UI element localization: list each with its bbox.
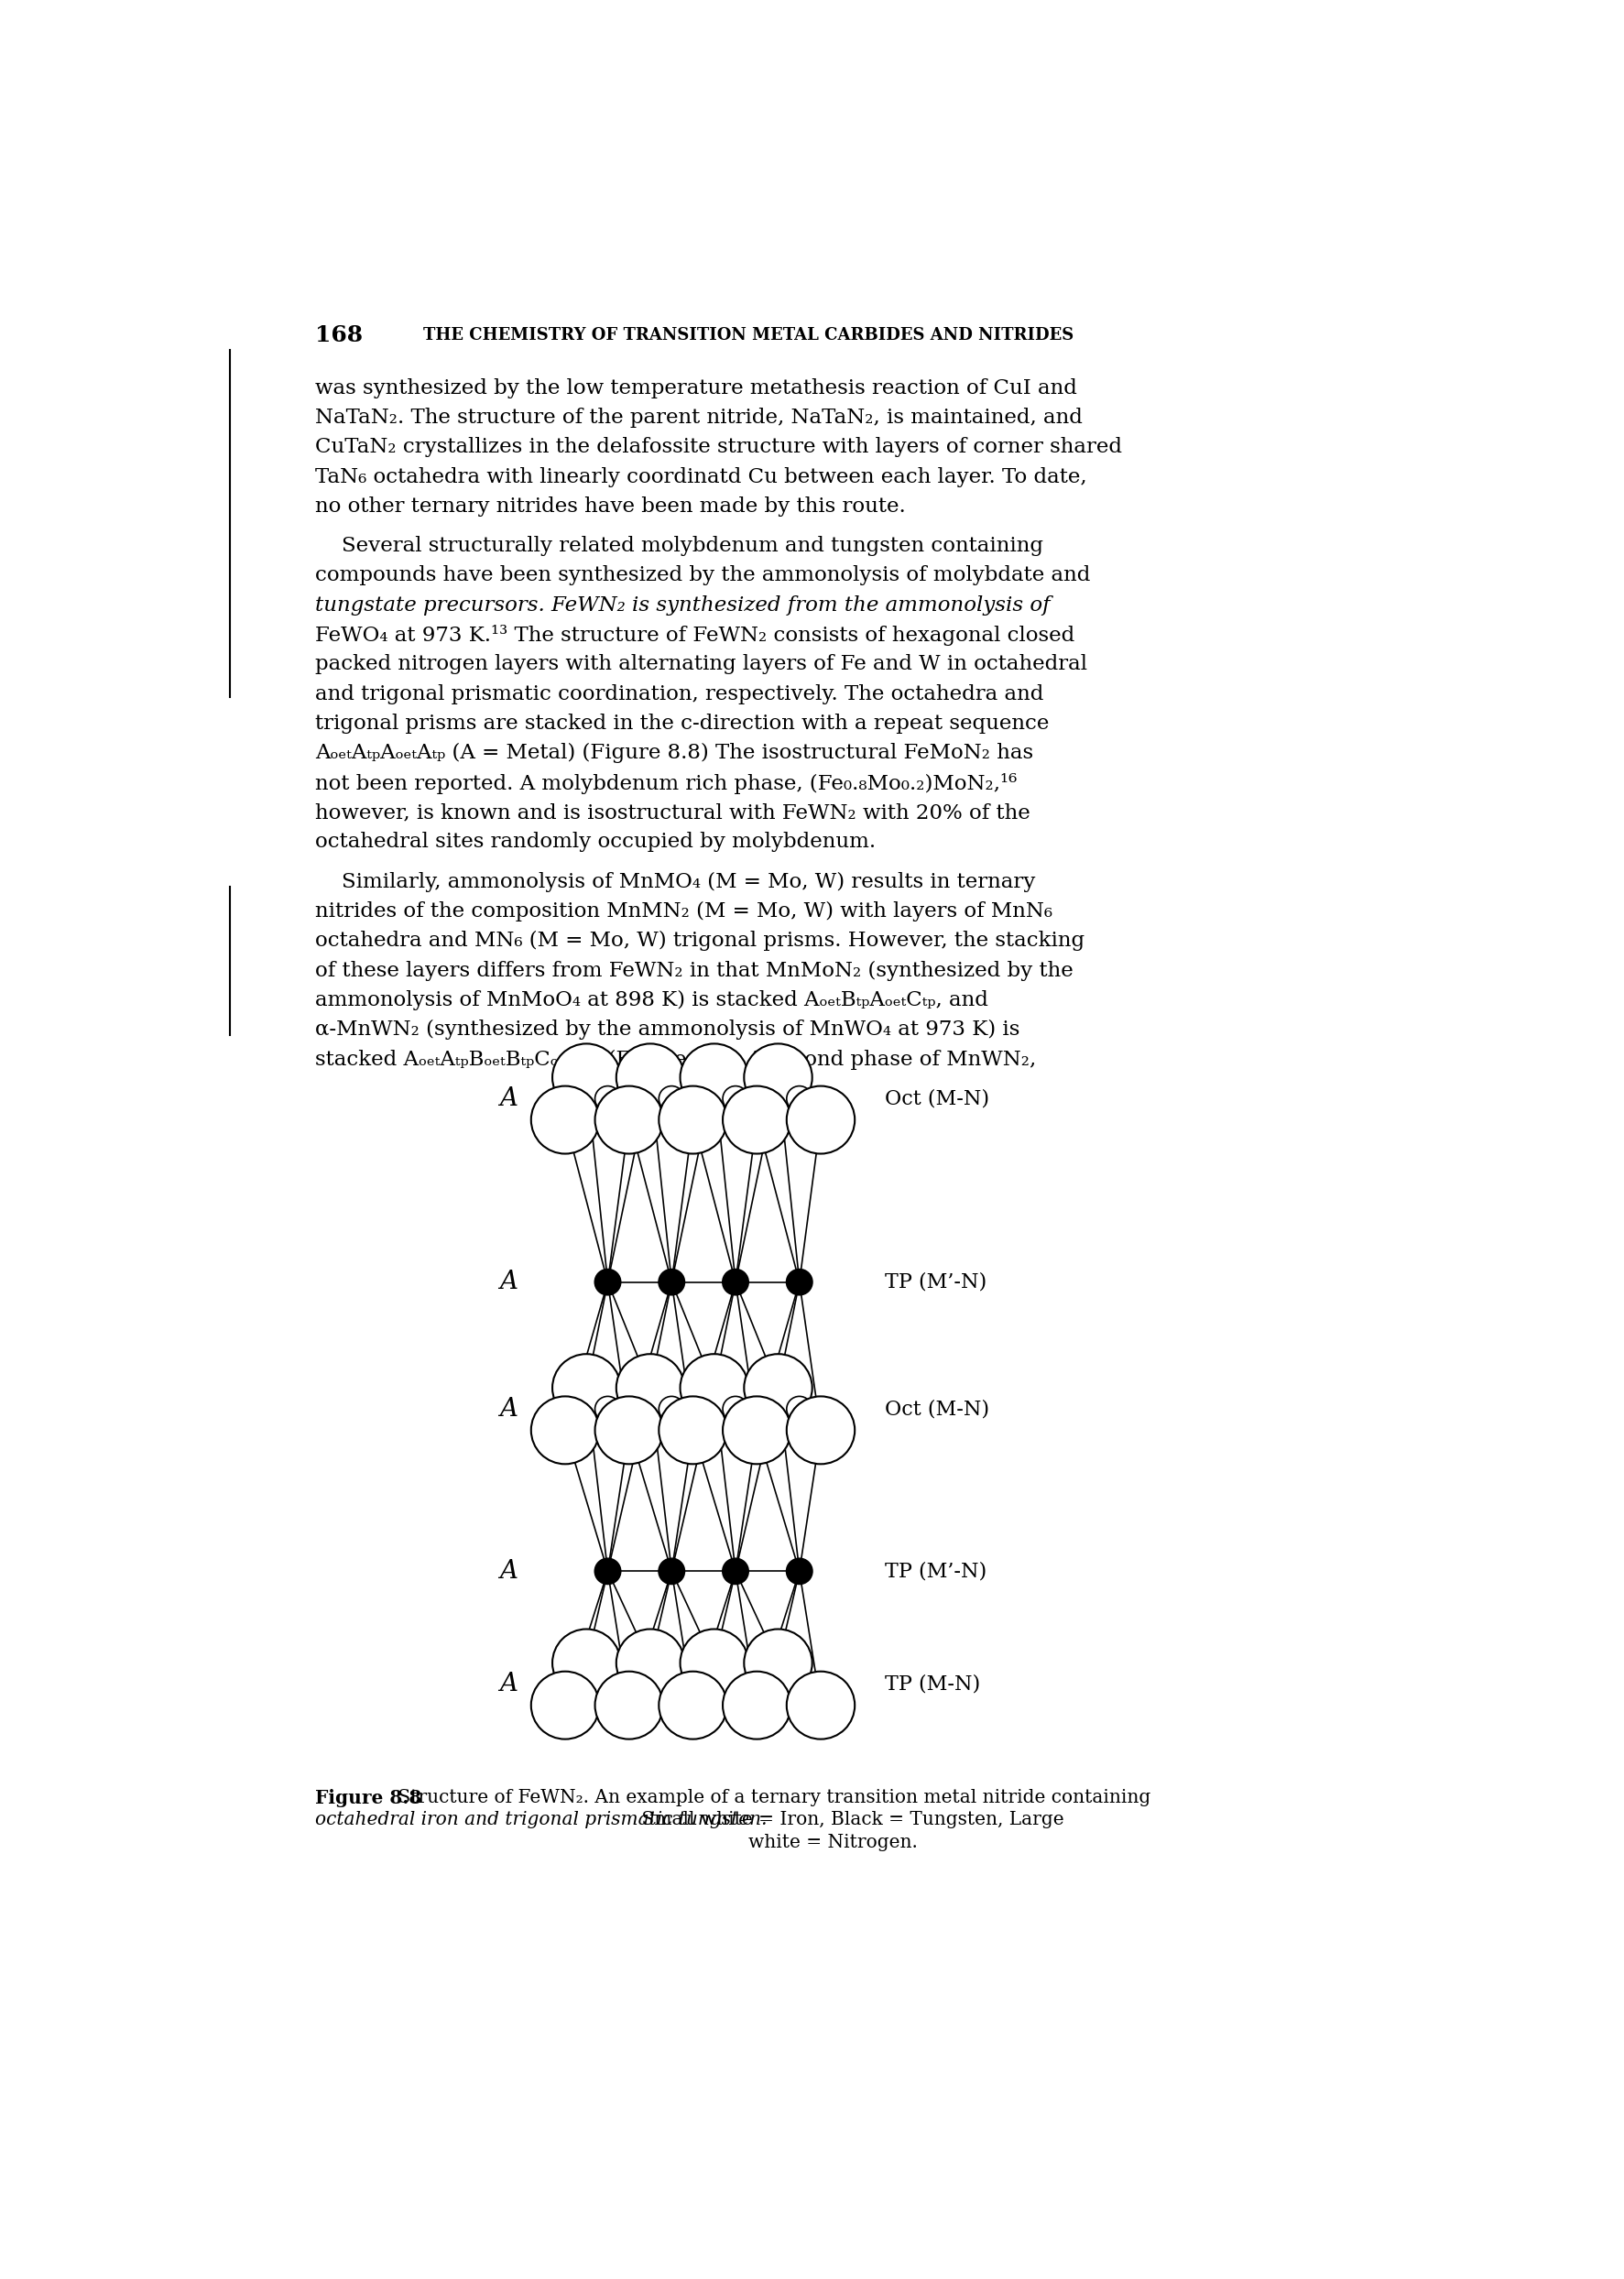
Circle shape <box>658 1559 684 1584</box>
Text: Figure 8.8: Figure 8.8 <box>315 1789 422 1807</box>
Circle shape <box>658 1397 684 1422</box>
Circle shape <box>658 1397 726 1463</box>
Text: A: A <box>499 1559 516 1584</box>
Circle shape <box>531 1671 599 1739</box>
Circle shape <box>744 1629 812 1698</box>
Circle shape <box>658 1087 684 1112</box>
Circle shape <box>531 1087 599 1153</box>
Circle shape <box>723 1269 749 1294</box>
Text: A: A <box>499 1397 516 1422</box>
Circle shape <box>786 1087 854 1153</box>
Circle shape <box>786 1559 812 1584</box>
Circle shape <box>594 1671 663 1739</box>
Text: no other ternary nitrides have been made by this route.: no other ternary nitrides have been made… <box>315 497 905 517</box>
Circle shape <box>723 1397 749 1422</box>
Circle shape <box>744 1354 812 1422</box>
Text: A: A <box>499 1673 516 1696</box>
Circle shape <box>723 1559 749 1584</box>
Text: THE CHEMISTRY OF TRANSITION METAL CARBIDES AND NITRIDES: THE CHEMISTRY OF TRANSITION METAL CARBID… <box>422 328 1073 344</box>
Circle shape <box>594 1397 663 1463</box>
Text: A: A <box>499 1087 516 1112</box>
Circle shape <box>615 1629 684 1698</box>
Circle shape <box>552 1354 620 1422</box>
Text: stacked AₒₑₜAₜₚBₒₑₜBₜₚCₒₑₜCₜₚ (Figure 8.2). A second phase of MnWN₂,: stacked AₒₑₜAₜₚBₒₑₜBₜₚCₒₑₜCₜₚ (Figure 8.… <box>315 1048 1036 1069</box>
Text: of these layers differs from FeWN₂ in that MnMoN₂ (synthesized by the: of these layers differs from FeWN₂ in th… <box>315 959 1073 980</box>
Circle shape <box>615 1354 684 1422</box>
Text: octahedra and MN₆ (M = Mo, W) trigonal prisms. However, the stacking: octahedra and MN₆ (M = Mo, W) trigonal p… <box>315 930 1085 950</box>
Circle shape <box>786 1671 854 1739</box>
Text: nitrides of the composition MnMN₂ (M = Mo, W) with layers of MnN₆: nitrides of the composition MnMN₂ (M = M… <box>315 900 1052 921</box>
Circle shape <box>658 1087 726 1153</box>
Circle shape <box>680 1629 749 1698</box>
Text: was synthesized by the low temperature metathesis reaction of CuI and: was synthesized by the low temperature m… <box>315 378 1077 399</box>
Circle shape <box>786 1087 812 1112</box>
Text: white = Nitrogen.: white = Nitrogen. <box>747 1835 918 1851</box>
Circle shape <box>594 1087 663 1153</box>
Text: CuTaN₂ crystallizes in the delafossite structure with layers of corner shared: CuTaN₂ crystallizes in the delafossite s… <box>315 438 1122 458</box>
Circle shape <box>615 1044 684 1112</box>
Text: α-MnWN₂ (synthesized by the ammonolysis of MnWO₄ at 973 K) is: α-MnWN₂ (synthesized by the ammonolysis … <box>315 1019 1020 1039</box>
Circle shape <box>658 1671 726 1739</box>
Circle shape <box>552 1044 620 1112</box>
Circle shape <box>723 1087 791 1153</box>
Text: 168: 168 <box>315 324 362 346</box>
Circle shape <box>658 1269 684 1294</box>
Text: Similarly, ammonolysis of MnMO₄ (M = Mo, W) results in ternary: Similarly, ammonolysis of MnMO₄ (M = Mo,… <box>315 871 1034 891</box>
Circle shape <box>594 1087 620 1112</box>
Text: compounds have been synthesized by the ammonolysis of molybdate and: compounds have been synthesized by the a… <box>315 565 1090 586</box>
Text: octahedral sites randomly occupied by molybdenum.: octahedral sites randomly occupied by mo… <box>315 832 875 852</box>
Text: Structure of FeWN₂. An example of a ternary transition metal nitride containing: Structure of FeWN₂. An example of a tern… <box>391 1789 1150 1805</box>
Circle shape <box>723 1087 749 1112</box>
Text: A: A <box>499 1269 516 1294</box>
Text: Several structurally related molybdenum and tungsten containing: Several structurally related molybdenum … <box>315 536 1043 556</box>
Text: AₒₑₜAₜₚAₒₑₜAₜₚ (A = Metal) (Figure 8.8) The isostructural FeMoN₂ has: AₒₑₜAₜₚAₒₑₜAₜₚ (A = Metal) (Figure 8.8) … <box>315 743 1033 763</box>
Circle shape <box>594 1269 620 1294</box>
Text: not been reported. A molybdenum rich phase, (Fe₀.₈Mo₀.₂)MoN₂,¹⁶: not been reported. A molybdenum rich pha… <box>315 773 1017 793</box>
Text: Oct (M-N): Oct (M-N) <box>883 1399 989 1420</box>
Circle shape <box>680 1044 749 1112</box>
Text: ammonolysis of MnMoO₄ at 898 K) is stacked AₒₑₜBₜₚAₒₑₜCₜₚ, and: ammonolysis of MnMoO₄ at 898 K) is stack… <box>315 989 987 1010</box>
Circle shape <box>786 1269 812 1294</box>
Circle shape <box>786 1397 812 1422</box>
Circle shape <box>723 1671 791 1739</box>
Circle shape <box>531 1397 599 1463</box>
Text: tungstate precursors. FeWN₂ is synthesized from the ammonolysis of: tungstate precursors. FeWN₂ is synthesiz… <box>315 595 1049 615</box>
Text: NaTaN₂. The structure of the parent nitride, NaTaN₂, is maintained, and: NaTaN₂. The structure of the parent nitr… <box>315 408 1082 428</box>
Circle shape <box>744 1044 812 1112</box>
Circle shape <box>594 1397 620 1422</box>
Circle shape <box>723 1397 791 1463</box>
Circle shape <box>552 1629 620 1698</box>
Text: packed nitrogen layers with alternating layers of Fe and W in octahedral: packed nitrogen layers with alternating … <box>315 654 1086 675</box>
Text: Small white = Iron, Black = Tungsten, Large: Small white = Iron, Black = Tungsten, La… <box>635 1812 1064 1828</box>
Text: TP (M’-N): TP (M’-N) <box>883 1561 986 1582</box>
Text: FeWO₄ at 973 K.¹³ The structure of FeWN₂ consists of hexagonal closed: FeWO₄ at 973 K.¹³ The structure of FeWN₂… <box>315 624 1073 645</box>
Text: Oct (M-N): Oct (M-N) <box>883 1089 989 1110</box>
Text: however, is known and is isostructural with FeWN₂ with 20% of the: however, is known and is isostructural w… <box>315 802 1030 823</box>
Text: octahedral iron and trigonal prismatic tungsten.: octahedral iron and trigonal prismatic t… <box>315 1812 767 1828</box>
Circle shape <box>680 1354 749 1422</box>
Text: TP (M’-N): TP (M’-N) <box>883 1272 986 1292</box>
Text: and trigonal prismatic coordination, respectively. The octahedra and: and trigonal prismatic coordination, res… <box>315 684 1043 704</box>
Text: trigonal prisms are stacked in the c-direction with a repeat sequence: trigonal prisms are stacked in the c-dir… <box>315 713 1049 734</box>
Circle shape <box>594 1559 620 1584</box>
Circle shape <box>786 1397 854 1463</box>
Text: TaN₆ octahedra with linearly coordinatd Cu between each layer. To date,: TaN₆ octahedra with linearly coordinatd … <box>315 467 1086 488</box>
Text: TP (M-N): TP (M-N) <box>883 1675 979 1693</box>
